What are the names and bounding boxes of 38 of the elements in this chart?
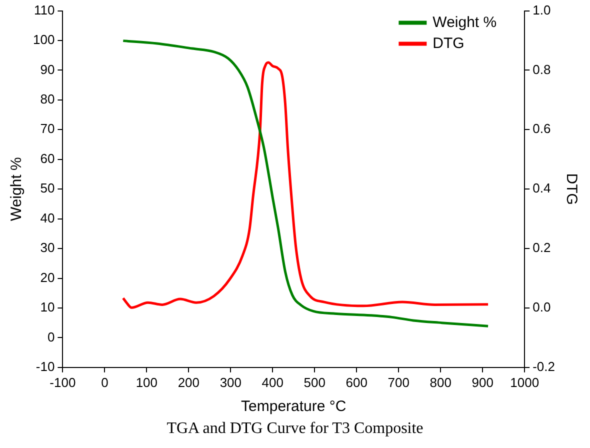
y2-tick-label: 0.4: [532, 180, 551, 196]
x-tick-label: 700: [388, 374, 410, 390]
x-tick-label: 300: [220, 374, 242, 390]
y-tick-label: -10: [36, 358, 55, 374]
x-tick-label: 200: [178, 374, 200, 390]
x-tick-label: 400: [262, 374, 284, 390]
y2-tick-label: 1.0: [532, 2, 551, 18]
y-tick-label: 0: [47, 329, 55, 344]
y-tick-label: 20: [40, 270, 55, 285]
x-tick-label: 1000: [510, 374, 540, 390]
y-tick-label: 30: [40, 240, 55, 256]
x-tick-label: -100: [50, 374, 76, 390]
x-tick-label: 900: [472, 374, 494, 390]
legend-label: DTG: [432, 34, 464, 52]
y-axis-title: Weight %: [8, 157, 26, 222]
y-tick-label: 50: [40, 180, 55, 196]
x-tick-label: 500: [304, 374, 326, 390]
legend-label: Weight %: [432, 14, 497, 31]
x-tick-label: 0: [101, 374, 108, 390]
y-tick-label: 100: [32, 32, 55, 48]
x-tick-label: 100: [136, 374, 158, 390]
y2-tick-label: -0.2: [532, 358, 556, 374]
y-tick-label: 90: [40, 62, 55, 77]
y2-tick-label: 0.0: [532, 300, 551, 315]
y-tick-label: 60: [40, 150, 55, 166]
text: TGA and DTG Curve for T3 Composite: [166, 420, 424, 438]
y-tick-label: 70: [40, 121, 55, 136]
y-tick-label: 10: [40, 300, 55, 315]
x-tick-label: 600: [346, 374, 368, 390]
y-tick-label: 110: [34, 2, 55, 18]
y-tick-label: 80: [40, 92, 55, 107]
y2-tick-label: 0.8: [532, 62, 551, 77]
y2-tick-label: 0.2: [532, 240, 551, 256]
y2-axis-title: DTG: [562, 173, 580, 205]
x-axis-title: Temperature °C: [241, 398, 346, 416]
y-tick-label: 40: [40, 210, 55, 226]
y2-tick-label: 0.6: [532, 121, 551, 136]
x-tick-label: 800: [430, 374, 452, 390]
